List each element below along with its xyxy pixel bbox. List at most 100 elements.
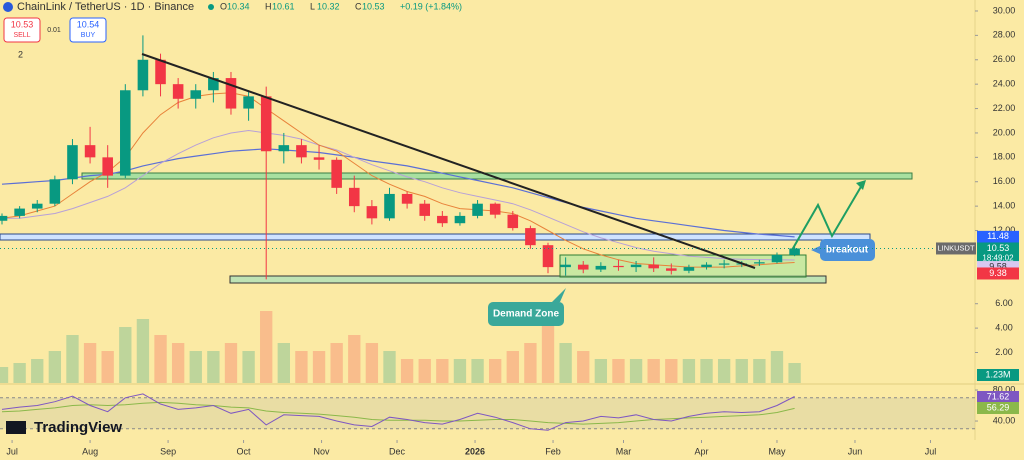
candle-body <box>577 264 589 270</box>
volume-bar <box>189 351 202 383</box>
y-tick-label: 4.00 <box>995 322 1013 332</box>
rsi-tick-label: 80.00 <box>993 384 1016 394</box>
volume-bar <box>83 343 97 383</box>
volume-bar <box>735 359 748 383</box>
ohlc-key: L <box>310 1 315 11</box>
y-tick-label: 22.00 <box>993 103 1016 113</box>
callout-tip <box>811 246 820 254</box>
candle-body <box>67 145 78 180</box>
ohlc-value: 10.32 <box>317 1 340 11</box>
y-tick-label: 24.00 <box>993 79 1016 89</box>
y-tick-label: 16.00 <box>993 176 1016 186</box>
candle-body <box>366 206 378 219</box>
ma-fast-label: 9.38 <box>989 268 1007 278</box>
candle-body <box>754 262 765 264</box>
rsi-tick-label: 40.00 <box>993 415 1016 425</box>
candle-body <box>348 187 360 207</box>
candle-body <box>489 203 501 215</box>
candle-body <box>208 78 219 91</box>
ma-fast-label-bg <box>977 267 1019 280</box>
ohlc: O 10.34 H 10.61 L 10.32 C 10.53 +0.19 (+1.84%) <box>220 1 462 11</box>
candle-body <box>384 193 395 219</box>
candle-body <box>260 96 272 152</box>
countdown: 18:49:02 <box>982 254 1014 263</box>
volume-bar <box>260 311 273 383</box>
symbol-label-bg <box>936 242 976 255</box>
rsi-ma-label-bg <box>977 402 1019 414</box>
volume-bar <box>224 343 238 383</box>
volume <box>0 311 801 383</box>
candle-body <box>243 96 254 109</box>
symbol-icon <box>3 2 13 12</box>
candle-body <box>595 265 607 270</box>
volume-bar <box>277 343 290 383</box>
volume-bar <box>489 359 502 383</box>
volume-label: 1.23M <box>985 369 1010 379</box>
candle-body <box>331 159 342 188</box>
demand-label: Demand Zone <box>493 309 560 320</box>
rsi-ma-line <box>1 401 795 425</box>
ohlc-value: 10.34 <box>227 1 250 11</box>
x-tick-label: Dec <box>389 446 406 456</box>
x-tick-label: Aug <box>82 446 98 456</box>
sell-label: SELL <box>13 32 30 39</box>
volume-bar <box>612 359 625 383</box>
indicator-count[interactable]: 2 <box>18 49 23 59</box>
logo-mark <box>6 421 26 434</box>
y-tick-label: 12.00 <box>993 225 1016 235</box>
volume-bar <box>119 327 132 383</box>
breakout-callout <box>820 239 875 261</box>
ma-fast-line <box>1 92 795 268</box>
rsi-pane <box>0 383 1024 431</box>
symbol: ChainLink / TetherUS · 1D · Binance <box>17 1 194 13</box>
candle-body <box>718 263 730 265</box>
axes: 2.00 4.00 6.00 12.00 14.00 16.00 18.00 20.00 22.… <box>0 5 1019 456</box>
volume-bar <box>48 351 62 383</box>
moving-averages <box>1 92 795 268</box>
x-tick-label: 2026 <box>465 446 485 456</box>
candle-body <box>225 78 237 109</box>
callout-tip <box>552 288 566 302</box>
projection-arrow <box>791 184 863 251</box>
candle-body <box>155 59 166 85</box>
volume-bar <box>665 359 678 383</box>
ma-slow-label: 11.48 <box>987 231 1009 241</box>
volume-bar <box>101 351 114 383</box>
candle-body <box>683 267 695 271</box>
candle-body <box>0 215 8 221</box>
sell-button[interactable] <box>3 17 41 43</box>
x-tick-label: Jun <box>848 446 863 456</box>
buy-price: 10.54 <box>77 19 100 29</box>
candle-body <box>454 215 466 224</box>
ohlc-change: +0.19 (+1.84%) <box>400 1 462 11</box>
y-tick-label: 26.00 <box>993 54 1016 64</box>
candle-body <box>630 264 642 268</box>
candle-body <box>701 264 712 268</box>
x-tick-label: May <box>768 446 786 456</box>
volume-bar <box>770 351 784 383</box>
volume-bar <box>242 351 255 383</box>
volume-bar <box>136 319 150 383</box>
ma-mid-label: 9.58 <box>989 261 1007 271</box>
volume-bar <box>365 343 379 383</box>
demand-callout <box>488 302 564 326</box>
volume-bar <box>0 367 9 383</box>
candle-body <box>31 203 43 209</box>
sell-price: 10.53 <box>11 19 34 29</box>
rsi-label: 71.62 <box>987 391 1010 401</box>
candle-body <box>190 90 202 99</box>
candle-body <box>525 228 536 246</box>
candle-body <box>14 208 25 216</box>
x-tick-label: Mar <box>616 446 632 456</box>
volume-bar <box>66 335 79 383</box>
ohlc-key: C <box>355 1 362 11</box>
ma-slow-label-bg <box>977 230 1019 243</box>
candle-body <box>560 264 571 268</box>
candle-body <box>437 215 448 224</box>
volume-bar <box>682 359 696 383</box>
buy-button[interactable] <box>69 17 107 43</box>
volume-bar <box>383 351 396 383</box>
ohlc-value: 10.61 <box>272 1 295 11</box>
status-dot <box>208 4 214 10</box>
volume-bar <box>13 363 26 383</box>
